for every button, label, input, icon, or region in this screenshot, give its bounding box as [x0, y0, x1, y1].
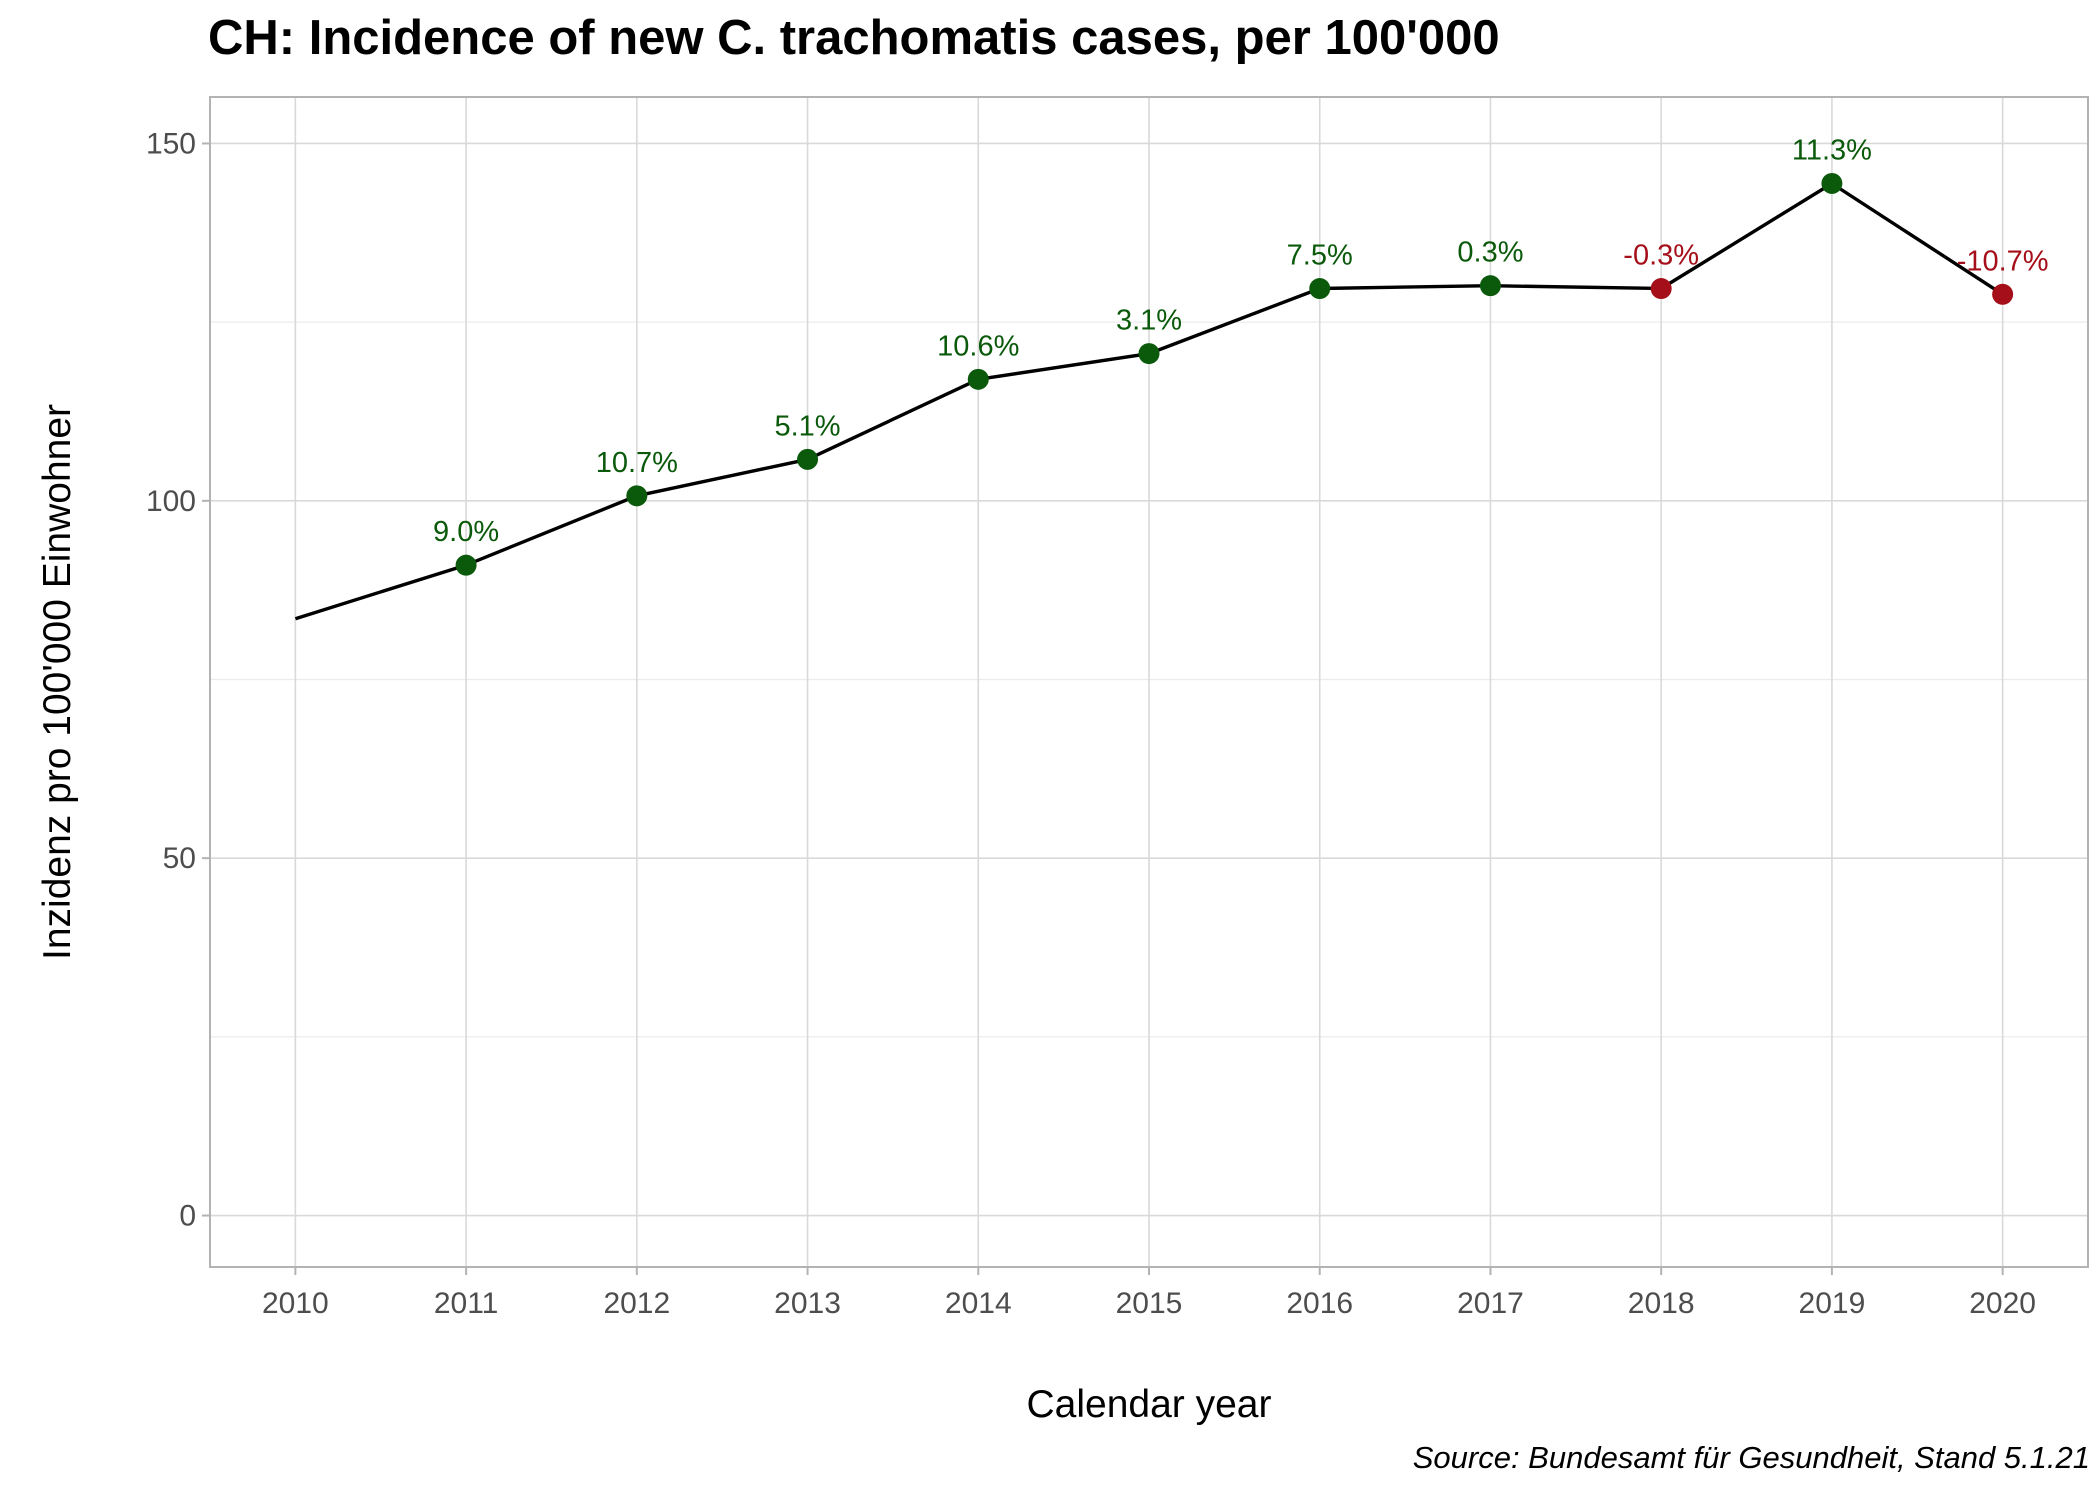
- data-label: 0.3%: [1457, 237, 1523, 269]
- x-tick-label: 2016: [1286, 1287, 1353, 1320]
- x-tick-label: 2017: [1457, 1287, 1524, 1320]
- x-axis-title: Calendar year: [1027, 1383, 1272, 1426]
- y-tick-label: 150: [146, 127, 196, 160]
- x-tick-label: 2013: [774, 1287, 841, 1320]
- data-point: [1309, 278, 1331, 300]
- data-label: 10.7%: [596, 447, 678, 479]
- data-point: [1138, 343, 1160, 365]
- y-axis-title: Inzidenz pro 100'000 Einwohner: [36, 404, 79, 960]
- x-tick-label: 2014: [945, 1287, 1012, 1320]
- y-tick-label: 0: [179, 1200, 196, 1233]
- data-label: 10.6%: [937, 330, 1019, 362]
- data-label: 5.1%: [774, 410, 840, 442]
- data-point: [1992, 283, 2014, 305]
- data-point: [967, 368, 989, 390]
- data-label: 9.0%: [433, 516, 499, 548]
- data-label: -0.3%: [1623, 240, 1699, 272]
- chart-caption: Source: Bundesamt für Gesundheit, Stand …: [1412, 1440, 2090, 1475]
- data-point: [1479, 275, 1501, 297]
- data-label: 3.1%: [1116, 305, 1182, 337]
- data-point: [797, 448, 819, 470]
- data-labels: 9.0% 10.7% 5.1% 10.6% 3.1% 7.5% 0.3% -0.3% 11.3%…: [433, 134, 2049, 548]
- y-axis: 0 50 100 150: [146, 127, 210, 1233]
- grid-lines: [210, 97, 2088, 1267]
- x-tick-label: 2015: [1116, 1287, 1183, 1320]
- data-point: [1650, 278, 1672, 300]
- x-tick-label: 2020: [1969, 1287, 2036, 1320]
- chart-title: CH: Incidence of new C. trachomatis case…: [208, 11, 1500, 65]
- data-label: 11.3%: [1792, 134, 1872, 166]
- data-points: [455, 172, 2014, 576]
- x-tick-label: 2012: [603, 1287, 670, 1320]
- y-tick-label: 50: [163, 842, 196, 875]
- data-point: [455, 554, 477, 576]
- x-axis: 2010 2011 2012 2013 2014 2015 2016 2017 2018 2019…: [262, 1267, 2036, 1320]
- data-point: [1821, 172, 1843, 194]
- data-label: -10.7%: [1957, 245, 2049, 277]
- x-tick-label: 2018: [1628, 1287, 1695, 1320]
- data-label: 7.5%: [1287, 240, 1353, 272]
- data-point: [626, 485, 648, 507]
- x-tick-label: 2019: [1799, 1287, 1866, 1320]
- x-tick-label: 2011: [434, 1287, 499, 1320]
- y-tick-label: 100: [146, 485, 196, 518]
- x-tick-label: 2010: [262, 1287, 329, 1320]
